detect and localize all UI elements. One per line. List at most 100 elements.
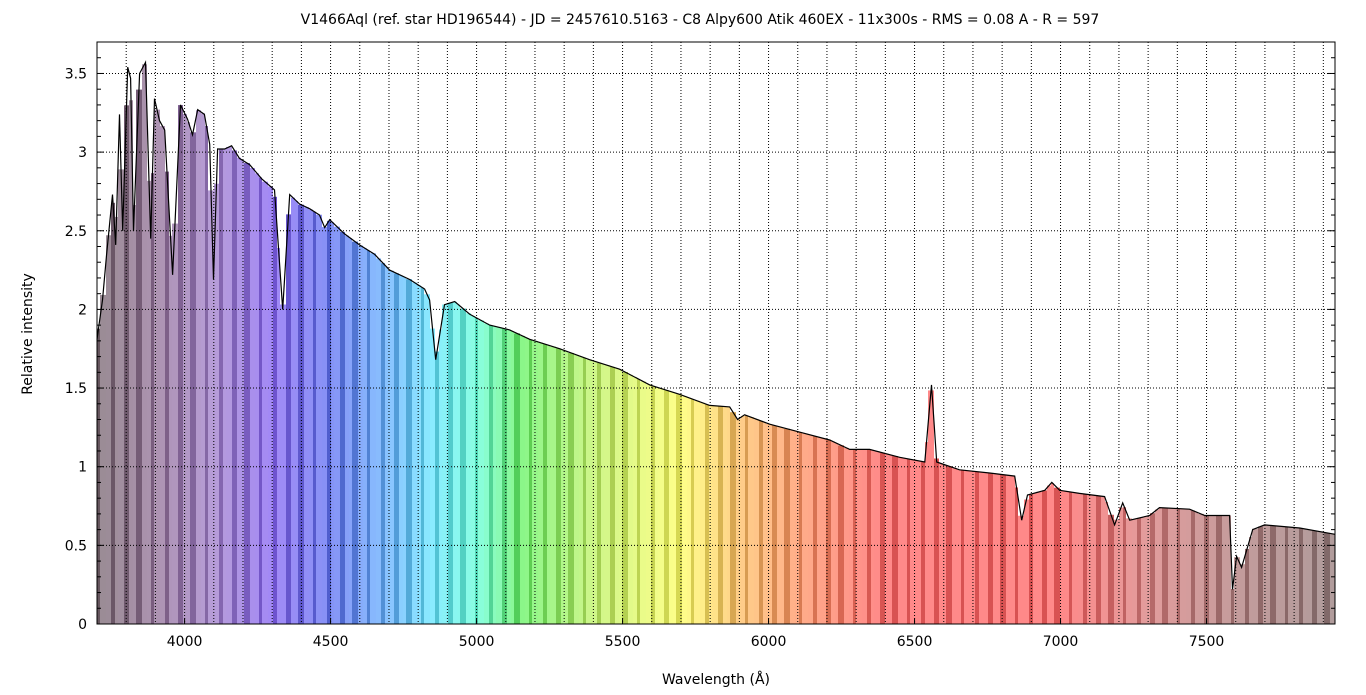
y-tick-label: 3 <box>78 145 87 161</box>
spectrum-stripe <box>1317 531 1321 624</box>
spectrum-stripe <box>331 222 334 624</box>
spectrum-stripe <box>970 471 975 624</box>
spectrum-stripe <box>169 235 172 624</box>
spectrum-stripe <box>1267 525 1270 624</box>
spectrum-stripe <box>898 457 903 624</box>
spectrum-line <box>96 60 1336 590</box>
spectrum-stripe <box>961 470 964 624</box>
spectrum-stripe <box>928 390 934 624</box>
spectrum-stripe <box>784 428 790 624</box>
spectrum-stripe <box>1209 515 1213 624</box>
spectrum-stripe <box>496 327 502 624</box>
spectrum-stripe <box>745 415 748 624</box>
spectrum-stripe <box>597 362 601 624</box>
spectrum-stripe <box>352 241 358 625</box>
spectrum-stripe <box>1150 513 1155 624</box>
spectrum-stripe <box>813 436 817 624</box>
spectrum-stripe <box>442 304 448 624</box>
spectrum-stripe <box>1087 494 1090 624</box>
x-axis-label: Wavelength (Å) <box>662 671 770 688</box>
spectrum-stripe <box>694 400 700 624</box>
spectrum-stripe <box>340 231 345 624</box>
spectrum-stripe <box>1051 483 1054 624</box>
spectrum-stripe <box>619 369 622 624</box>
spectrum-stripe <box>910 459 916 624</box>
spectrum-stripe <box>358 245 363 624</box>
spectrum-stripe <box>867 449 871 624</box>
grid <box>96 42 1335 624</box>
spectrum-stripe <box>655 387 658 624</box>
spectrum-stripe <box>367 250 370 624</box>
spectrum-stripe <box>691 399 694 624</box>
spectrum-stripe <box>741 415 745 624</box>
spectrum-stripe <box>1231 589 1234 624</box>
spectrum-stripe <box>142 64 147 624</box>
spectrum-stripe <box>1299 528 1303 624</box>
spectrum-stripe <box>844 447 849 624</box>
spectrum-stripe <box>880 452 885 624</box>
spectrum-stripe <box>1227 515 1231 624</box>
spectrum-stripe <box>849 449 853 624</box>
spectrum-stripe <box>129 100 133 625</box>
spectrum-stripe <box>97 328 100 624</box>
x-tick-label: 6000 <box>751 634 787 650</box>
spectrum-stripe <box>592 361 597 624</box>
spectrum-stripe <box>838 445 844 624</box>
x-tick-label: 6500 <box>897 634 933 650</box>
spectrum-stripe <box>262 181 268 624</box>
spectrum-stripe <box>664 390 669 624</box>
spectrum-stripe <box>219 148 223 624</box>
spectrum-stripe <box>1285 526 1288 624</box>
spectrum-stripe <box>118 169 124 624</box>
spectrum-stripe <box>622 371 628 624</box>
spectrum-stripe <box>529 339 532 624</box>
spectrum-stripe <box>556 348 561 624</box>
spectrum-stripe <box>709 405 712 624</box>
spectrum-stripe <box>178 105 183 625</box>
spectrum-stripe <box>1036 491 1042 624</box>
plot-frame <box>96 41 1336 625</box>
spectrum-stripe <box>381 263 385 624</box>
spectrum-stripe <box>214 183 219 625</box>
spectrum-stripe <box>201 113 205 624</box>
spectrum-stripe <box>988 473 993 624</box>
spectrum-stripe <box>1204 515 1209 624</box>
y-tick-label: 0.5 <box>65 538 87 554</box>
spectrum-stripe <box>1173 508 1177 624</box>
spectrum-stripe <box>907 458 910 624</box>
spectrum-stripe <box>453 301 457 624</box>
spectrum-stripe <box>295 201 298 624</box>
spectrum-stripe <box>682 396 687 624</box>
spectrum-stripe <box>1216 515 1222 624</box>
spectrum-stripe <box>1240 564 1245 624</box>
spectrum-stripe <box>979 472 982 624</box>
spectrum-stripe <box>1015 487 1018 624</box>
spectrum-stripe <box>514 333 520 624</box>
spectrum-stripe <box>100 294 106 624</box>
spectrum-stripe <box>1047 485 1051 624</box>
x-tick-label: 5000 <box>459 634 495 650</box>
spectrum-stripe <box>856 449 862 624</box>
spectrum-stripe <box>223 148 226 624</box>
spectrum-stripe <box>538 342 543 624</box>
spectrum-stripe <box>1090 495 1096 624</box>
spectrum-stripe <box>172 223 178 624</box>
spectrum-stripe <box>136 89 142 625</box>
spectrum-stripe <box>808 434 813 624</box>
spectrum-stripe <box>628 374 633 624</box>
spectrum-stripe <box>133 205 136 624</box>
spectrum-stripe <box>349 238 352 624</box>
spectrum-stripe <box>610 366 615 624</box>
spectrum-stripe <box>466 313 471 624</box>
spectrum-stripe <box>1024 499 1029 624</box>
spectrum-stripe <box>952 468 957 624</box>
spectrum-stripe <box>493 326 496 624</box>
spectrum-stripe <box>250 167 255 624</box>
spectrum-stripe <box>1324 532 1330 624</box>
spectrum-stripe <box>399 275 403 624</box>
spectrum-stripe <box>1177 508 1180 624</box>
spectrum-stripe <box>1330 533 1335 624</box>
spectrum-stripe <box>273 196 277 624</box>
spectrum-stripe <box>111 202 115 625</box>
